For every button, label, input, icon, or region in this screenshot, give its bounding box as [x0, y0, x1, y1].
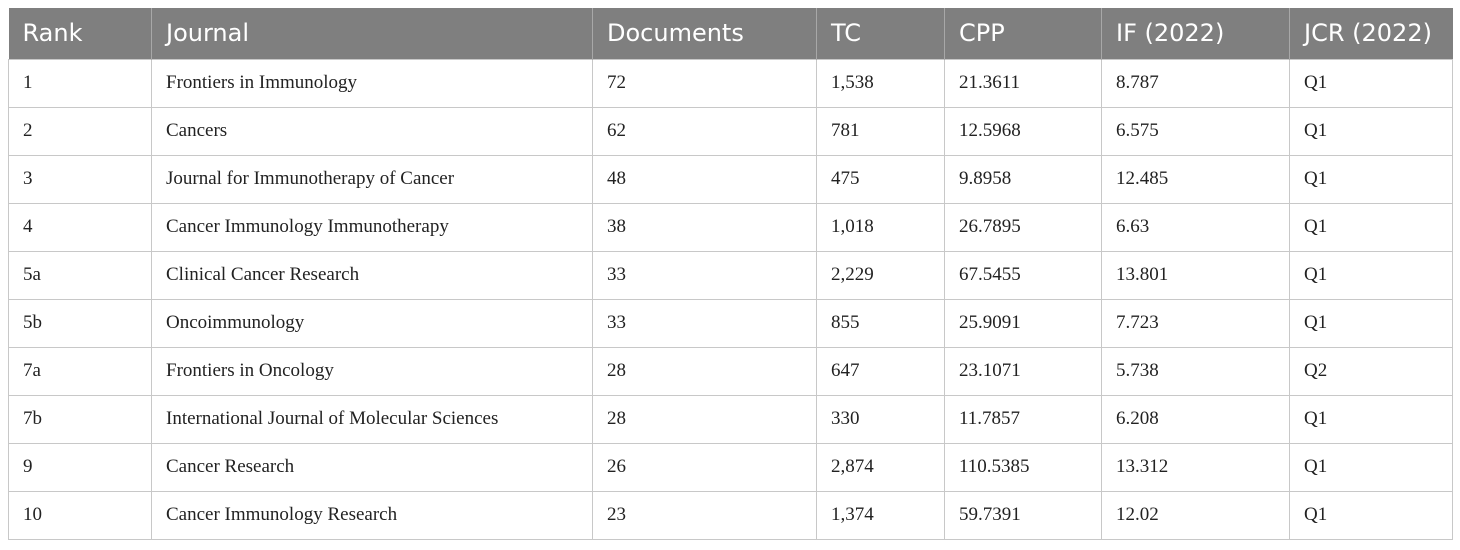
- cell-cpp: 21.3611: [944, 58, 1102, 108]
- cell-jcr: Q1: [1289, 298, 1453, 348]
- table-row: 1 Frontiers in Immunology 72 1,538 21.3611 8.…: [8, 58, 1453, 108]
- cell-documents: 62: [592, 106, 817, 156]
- cell-tc: 2,229: [816, 250, 945, 300]
- header-row: Rank Journal Documents TC CPP IF (2022) …: [8, 8, 1453, 59]
- cell-journal: Cancer Immunology Immunotherapy: [151, 202, 593, 252]
- cell-rank: 5b: [8, 298, 152, 348]
- cell-if: 7.723: [1101, 298, 1290, 348]
- cell-if: 6.208: [1101, 394, 1290, 444]
- cell-documents: 33: [592, 298, 817, 348]
- cell-cpp: 26.7895: [944, 202, 1102, 252]
- cell-tc: 2,874: [816, 442, 945, 492]
- journal-table: Rank Journal Documents TC CPP IF (2022) …: [8, 8, 1453, 540]
- table-row: 7a Frontiers in Oncology 28 647 23.1071 5.738…: [8, 346, 1453, 396]
- cell-if: 5.738: [1101, 346, 1290, 396]
- header-documents: Documents: [592, 8, 817, 59]
- cell-jcr: Q1: [1289, 442, 1453, 492]
- cell-tc: 781: [816, 106, 945, 156]
- cell-if: 8.787: [1101, 58, 1290, 108]
- cell-documents: 48: [592, 154, 817, 204]
- cell-if: 12.02: [1101, 490, 1290, 540]
- cell-cpp: 25.9091: [944, 298, 1102, 348]
- cell-tc: 1,538: [816, 58, 945, 108]
- cell-if: 12.485: [1101, 154, 1290, 204]
- cell-rank: 7b: [8, 394, 152, 444]
- cell-documents: 28: [592, 394, 817, 444]
- cell-cpp: 12.5968: [944, 106, 1102, 156]
- journal-table-container: Rank Journal Documents TC CPP IF (2022) …: [8, 8, 1453, 540]
- cell-rank: 3: [8, 154, 152, 204]
- cell-cpp: 11.7857: [944, 394, 1102, 444]
- cell-rank: 9: [8, 442, 152, 492]
- cell-rank: 5a: [8, 250, 152, 300]
- cell-tc: 475: [816, 154, 945, 204]
- cell-rank: 7a: [8, 346, 152, 396]
- cell-jcr: Q1: [1289, 58, 1453, 108]
- cell-documents: 28: [592, 346, 817, 396]
- header-jcr: JCR (2022): [1289, 8, 1453, 59]
- header-rank: Rank: [8, 8, 152, 59]
- cell-jcr: Q2: [1289, 346, 1453, 396]
- cell-rank: 1: [8, 58, 152, 108]
- cell-documents: 33: [592, 250, 817, 300]
- header-tc: TC: [816, 8, 945, 59]
- table-body: 1 Frontiers in Immunology 72 1,538 21.3611 8.…: [8, 58, 1453, 540]
- table-row: 5a Clinical Cancer Research 33 2,229 67.5455…: [8, 250, 1453, 300]
- cell-rank: 2: [8, 106, 152, 156]
- table-row: 5b Oncoimmunology 33 855 25.9091 7.723 Q1: [8, 298, 1453, 348]
- table-row: 3 Journal for Immunotherapy of Cancer 48 47…: [8, 154, 1453, 204]
- cell-tc: 330: [816, 394, 945, 444]
- cell-cpp: 59.7391: [944, 490, 1102, 540]
- cell-jcr: Q1: [1289, 202, 1453, 252]
- cell-jcr: Q1: [1289, 154, 1453, 204]
- table-row: 9 Cancer Research 26 2,874 110.5385 13.312 Q1: [8, 442, 1453, 492]
- cell-jcr: Q1: [1289, 106, 1453, 156]
- table-row: 10 Cancer Immunology Research 23 1,374 59.73…: [8, 490, 1453, 540]
- cell-journal: Cancer Immunology Research: [151, 490, 593, 540]
- cell-tc: 1,374: [816, 490, 945, 540]
- cell-cpp: 9.8958: [944, 154, 1102, 204]
- cell-journal: Cancers: [151, 106, 593, 156]
- cell-rank: 10: [8, 490, 152, 540]
- cell-cpp: 23.1071: [944, 346, 1102, 396]
- cell-cpp: 67.5455: [944, 250, 1102, 300]
- cell-documents: 72: [592, 58, 817, 108]
- cell-tc: 1,018: [816, 202, 945, 252]
- cell-journal: International Journal of Molecular Scien…: [151, 394, 593, 444]
- table-row: 2 Cancers 62 781 12.5968 6.575 Q1: [8, 106, 1453, 156]
- cell-journal: Clinical Cancer Research: [151, 250, 593, 300]
- header-journal: Journal: [151, 8, 593, 59]
- cell-rank: 4: [8, 202, 152, 252]
- cell-if: 13.801: [1101, 250, 1290, 300]
- cell-journal: Frontiers in Oncology: [151, 346, 593, 396]
- cell-journal: Cancer Research: [151, 442, 593, 492]
- cell-documents: 23: [592, 490, 817, 540]
- cell-if: 6.575: [1101, 106, 1290, 156]
- cell-tc: 855: [816, 298, 945, 348]
- header-cpp: CPP: [944, 8, 1102, 59]
- table-row: 4 Cancer Immunology Immunotherapy 38 1,018 2…: [8, 202, 1453, 252]
- cell-jcr: Q1: [1289, 394, 1453, 444]
- cell-if: 13.312: [1101, 442, 1290, 492]
- cell-journal: Journal for Immunotherapy of Cancer: [151, 154, 593, 204]
- cell-cpp: 110.5385: [944, 442, 1102, 492]
- cell-documents: 38: [592, 202, 817, 252]
- cell-jcr: Q1: [1289, 490, 1453, 540]
- cell-if: 6.63: [1101, 202, 1290, 252]
- cell-documents: 26: [592, 442, 817, 492]
- cell-tc: 647: [816, 346, 945, 396]
- cell-journal: Oncoimmunology: [151, 298, 593, 348]
- header-if: IF (2022): [1101, 8, 1290, 59]
- cell-jcr: Q1: [1289, 250, 1453, 300]
- table-row: 7b International Journal of Molecular Sci…: [8, 394, 1453, 444]
- cell-journal: Frontiers in Immunology: [151, 58, 593, 108]
